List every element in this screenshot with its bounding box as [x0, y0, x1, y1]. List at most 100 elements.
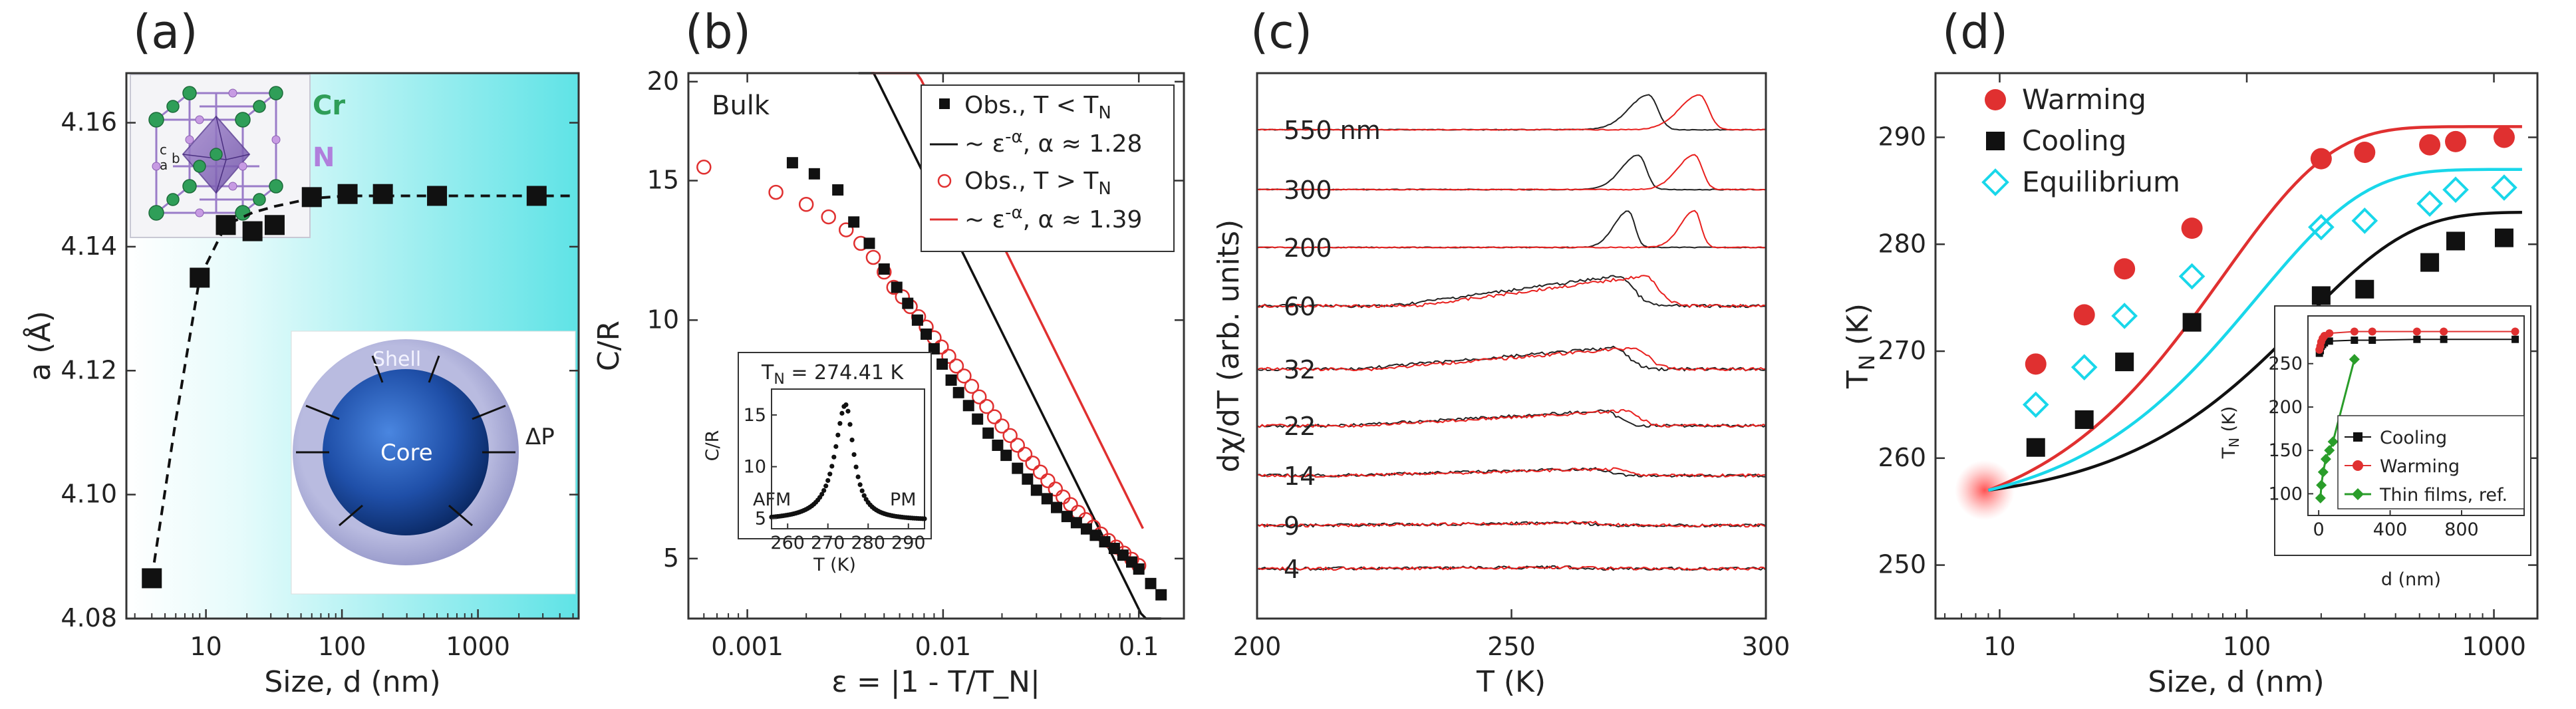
inset-d-cooling-point: [2368, 337, 2376, 345]
susceptibility-trace-cooling: [1256, 210, 1767, 249]
inset-d-cooling-point: [2511, 335, 2519, 343]
data-point-below-tn: [1117, 549, 1129, 561]
data-point-above-tn: [941, 349, 956, 364]
susceptibility-trace-warming: [1256, 275, 1767, 309]
panel-d-frame: [1934, 72, 2539, 620]
x-tick-label: 300: [1742, 632, 1790, 661]
inset-b-ylabel: C/R: [702, 430, 723, 462]
data-point-above-tn: [1055, 489, 1071, 505]
warming-data-point: [2073, 304, 2095, 326]
data-point-above-tn: [821, 209, 836, 225]
data-point-below-tn: [1022, 473, 1034, 485]
panel-a-ylabel: a (Å): [22, 311, 57, 380]
equilibrium-data-point: [2022, 391, 2049, 418]
equilibrium-data-point: [2442, 176, 2469, 204]
y-tick-label: 15: [647, 166, 679, 195]
x-tick-label: 100: [318, 632, 366, 661]
inset-d-x-tick-label: 800: [2444, 519, 2479, 540]
data-point-below-tn: [891, 281, 903, 293]
panel-a-axes: 10 100 1000 4.08 4.10 4.12 4.14 4.16: [61, 108, 579, 661]
susceptibility-trace-warming: [1256, 210, 1767, 249]
legend-b-fit-red: ~ ε-α, α ≈ 1.39: [964, 203, 1142, 233]
data-point-below-tn: [1000, 450, 1012, 462]
warming-data-point: [2114, 258, 2136, 280]
data-point-below-tn: [1041, 493, 1053, 505]
susceptibility-trace-warming: [1256, 467, 1767, 478]
lattice-b-label: b: [172, 150, 180, 166]
y-tick-label: 4.14: [61, 231, 117, 261]
inset-b-data-point: [851, 452, 857, 458]
data-point-below-tn: [945, 374, 957, 386]
data-point-below-tn: [992, 439, 1004, 451]
equilibrium-data-point: [2491, 174, 2517, 201]
inset-d-cooling-point: [2351, 337, 2359, 345]
cooling-data-point: [2355, 279, 2374, 299]
cooling-data-point: [2026, 438, 2045, 457]
y-tick-label: 280: [1878, 229, 1926, 258]
panel-b-legend: Obs., T < TN ~ ε-α, α ≈ 1.28 Obs., T > T…: [921, 84, 1175, 252]
equilibrium-data-point: [2308, 213, 2335, 241]
warming-data-point: [2181, 217, 2203, 239]
data-point-below-tn: [928, 343, 940, 354]
inset-d-y-tick-label: 250: [2268, 354, 2303, 374]
inset-b-y-tick-label: 5: [755, 508, 766, 529]
warming-data-point: [2310, 148, 2332, 170]
data-point-above-tn: [1025, 455, 1040, 471]
delta-p-label: ΔP: [525, 424, 555, 450]
data-point-below-tn: [1145, 577, 1157, 589]
panel-b-frame: [687, 72, 1185, 620]
inset-b-data-point: [825, 478, 831, 484]
data-point-below-tn: [952, 386, 964, 398]
equilibrium-data-point: [2351, 208, 2378, 234]
inset-b-x-tick-label: 290: [891, 533, 926, 553]
data-point-below-tn: [832, 184, 844, 196]
inset-d-legend-warming: Warming: [2380, 456, 2460, 477]
core-shell-inset: Shell Core ΔP: [291, 331, 576, 595]
susceptibility-trace-cooling: [1256, 409, 1767, 428]
x-tick-label: 10: [1983, 632, 2015, 661]
inset-b-y-tick-label: 10: [744, 457, 766, 478]
data-point-above-tn: [1032, 464, 1048, 480]
inset-d-thin-film-point: [2317, 466, 2329, 478]
panel-a: (a) c a b Cr: [22, 5, 580, 699]
y-tick-label: 250: [1878, 550, 1926, 579]
susceptibility-trace-warming: [1256, 565, 1767, 571]
y-tick-label: 4.10: [61, 480, 117, 509]
data-point-below-tn: [786, 157, 798, 169]
data-point-below-tn: [1089, 529, 1101, 541]
cr-label: Cr: [313, 90, 345, 121]
data-point-above-tn: [1017, 446, 1033, 462]
trace-size-label: 4: [1284, 555, 1300, 584]
crystal-structure-inset: c a b: [130, 74, 311, 238]
shell-label: Shell: [372, 348, 421, 371]
legend-d-warming-marker: [1985, 89, 2006, 110]
inset-b-data-point: [845, 408, 851, 414]
equilibrium-data-point: [2111, 303, 2138, 329]
data-point-above-tn: [1010, 438, 1026, 453]
warming-data-point: [2493, 126, 2515, 148]
panel-c-ylabel: dχ/dT (arb. units): [1212, 219, 1246, 472]
data-point-below-tn: [1070, 517, 1082, 529]
inset-d-cooling-point: [2440, 335, 2448, 343]
legend-b-obs-below: Obs., T < TN: [964, 92, 1111, 123]
legend-d-equilibrium-marker: [1981, 168, 2009, 196]
data-point-above-tn: [798, 197, 814, 212]
inset-d-legend: Cooling Warming Thin films, ref.: [2337, 415, 2525, 509]
panel-b: (b) 0.001 0.01 0.1 5 10 15 20 Bulk Obs., T < T…: [592, 5, 1185, 699]
legend-b-marker-above: [937, 174, 952, 188]
panel-d-xlabel: Size, d (nm): [2148, 665, 2324, 699]
susceptibility-trace-warming: [1256, 520, 1767, 528]
y-tick-label: 260: [1878, 443, 1926, 472]
lattice-data-point: [301, 187, 322, 208]
lattice-data-point: [190, 267, 210, 288]
trace-size-label: 200: [1284, 233, 1332, 263]
data-point-above-tn: [865, 249, 881, 265]
inset-b-xlabel: T (K): [813, 555, 856, 575]
inset-b-x-tick-label: 260: [770, 533, 805, 553]
inset-d-cooling-point: [2413, 335, 2421, 343]
x-tick-label: 0.001: [711, 632, 784, 661]
data-point-below-tn: [1051, 501, 1063, 513]
inset-d-xlabel: d (nm): [2381, 569, 2441, 590]
inset-b-data-point: [843, 402, 849, 408]
data-point-above-tn: [1002, 428, 1018, 444]
